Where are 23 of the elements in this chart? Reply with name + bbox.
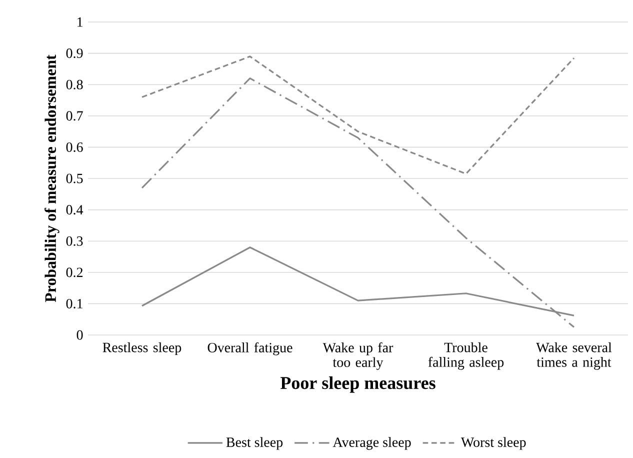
y-tick-label: 0.1: [66, 298, 82, 308]
y-tick-label: 1: [78, 17, 82, 27]
x-tick-label: Wake up far too early: [322, 342, 394, 370]
x-tick-label: Trouble falling asleep: [428, 342, 504, 370]
y-tick-label: 0.3: [66, 236, 83, 246]
x-tick-label: Wake several times a night: [536, 342, 612, 370]
y-axis-title: Probability of measure endorsement: [44, 54, 60, 302]
y-tick-label: 0.6: [66, 142, 83, 152]
legend-label: Average sleep: [332, 437, 411, 450]
x-axis-title: Poor sleep measures: [280, 376, 436, 393]
legend-label: Worst sleep: [460, 437, 526, 450]
y-tick-label: 0: [76, 330, 83, 340]
y-tick-label: 0.8: [66, 80, 83, 90]
x-tick-label: Overall fatigue: [208, 342, 292, 356]
y-tick-label: 0.5: [66, 174, 83, 184]
line-series: [141, 78, 575, 328]
y-tick-label: 0.9: [66, 48, 83, 58]
line-series: [141, 56, 575, 175]
legend-label: Best sleep: [226, 437, 283, 450]
y-tick-label: 0.7: [66, 111, 83, 121]
x-tick-label: Restless sleep: [102, 342, 182, 356]
y-tick-label: 0.2: [66, 268, 83, 278]
y-tick-label: 0.4: [66, 205, 84, 215]
